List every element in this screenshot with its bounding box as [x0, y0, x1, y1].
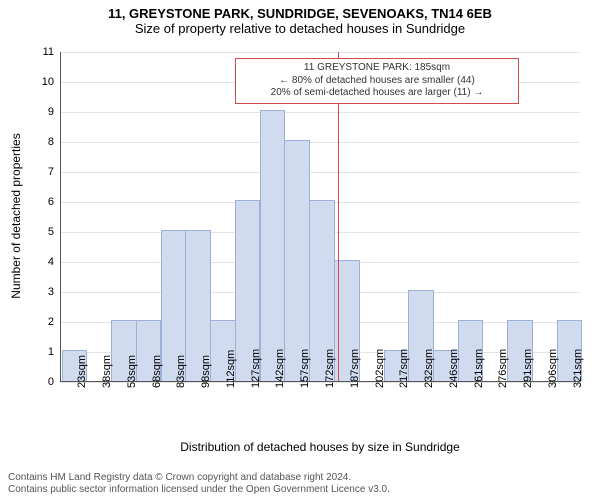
annotation-line-1: 11 GREYSTONE PARK: 185sqm: [242, 62, 512, 75]
footer-line-1: Contains HM Land Registry data © Crown c…: [8, 472, 390, 484]
x-tick-label: 321sqm: [572, 349, 584, 388]
y-tick-label: 4: [48, 256, 54, 268]
x-tick-label: 23sqm: [76, 355, 88, 388]
y-tick-label: 6: [48, 196, 54, 208]
annotation-line-2: ← 80% of detached houses are smaller (44…: [242, 75, 512, 88]
histogram-bar: [260, 110, 286, 381]
x-tick-label: 142sqm: [274, 349, 286, 388]
x-tick-label: 246sqm: [448, 349, 460, 388]
x-tick-label: 187sqm: [349, 349, 361, 388]
gridline: [61, 142, 580, 143]
x-tick-label: 68sqm: [151, 355, 163, 388]
y-tick-label: 7: [48, 166, 54, 178]
y-tick-label: 2: [48, 316, 54, 328]
y-tick-label: 5: [48, 226, 54, 238]
x-axis-label: Distribution of detached houses by size …: [60, 440, 580, 454]
x-tick-label: 217sqm: [398, 349, 410, 388]
y-tick-label: 0: [48, 376, 54, 388]
x-tick-label: 53sqm: [126, 355, 138, 388]
y-tick-label: 10: [42, 76, 54, 88]
histogram-bar: [284, 140, 310, 381]
x-tick-label: 83sqm: [175, 355, 187, 388]
x-axis: 23sqm38sqm53sqm68sqm83sqm98sqm112sqm127s…: [60, 382, 580, 442]
x-tick-label: 291sqm: [522, 349, 534, 388]
y-tick-label: 9: [48, 106, 54, 118]
footer-credits: Contains HM Land Registry data © Crown c…: [8, 472, 390, 496]
x-tick-label: 276sqm: [497, 349, 509, 388]
gridline: [61, 112, 580, 113]
x-tick-label: 112sqm: [225, 350, 237, 388]
x-tick-label: 157sqm: [299, 349, 311, 388]
gridline: [61, 172, 580, 173]
annotation-line-3: 20% of semi-detached houses are larger (…: [242, 87, 512, 100]
x-tick-label: 306sqm: [547, 349, 559, 388]
x-tick-label: 202sqm: [374, 349, 386, 388]
y-axis: 01234567891011: [0, 52, 60, 382]
x-tick-label: 127sqm: [250, 349, 262, 388]
chart-title-sub: Size of property relative to detached ho…: [0, 21, 600, 40]
x-tick-label: 172sqm: [324, 349, 336, 388]
y-tick-label: 8: [48, 136, 54, 148]
x-tick-label: 38sqm: [101, 355, 113, 388]
x-tick-label: 98sqm: [200, 355, 212, 388]
x-tick-label: 261sqm: [473, 349, 485, 388]
footer-line-2: Contains public sector information licen…: [8, 484, 390, 496]
x-tick-label: 232sqm: [423, 349, 435, 388]
y-tick-label: 11: [43, 46, 54, 58]
gridline: [61, 52, 580, 53]
y-tick-label: 1: [48, 346, 54, 358]
chart-container: 11, GREYSTONE PARK, SUNDRIDGE, SEVENOAKS…: [0, 0, 600, 500]
chart-title-main: 11, GREYSTONE PARK, SUNDRIDGE, SEVENOAKS…: [0, 0, 600, 21]
y-tick-label: 3: [48, 286, 54, 298]
annotation-box: 11 GREYSTONE PARK: 185sqm ← 80% of detac…: [235, 58, 519, 104]
